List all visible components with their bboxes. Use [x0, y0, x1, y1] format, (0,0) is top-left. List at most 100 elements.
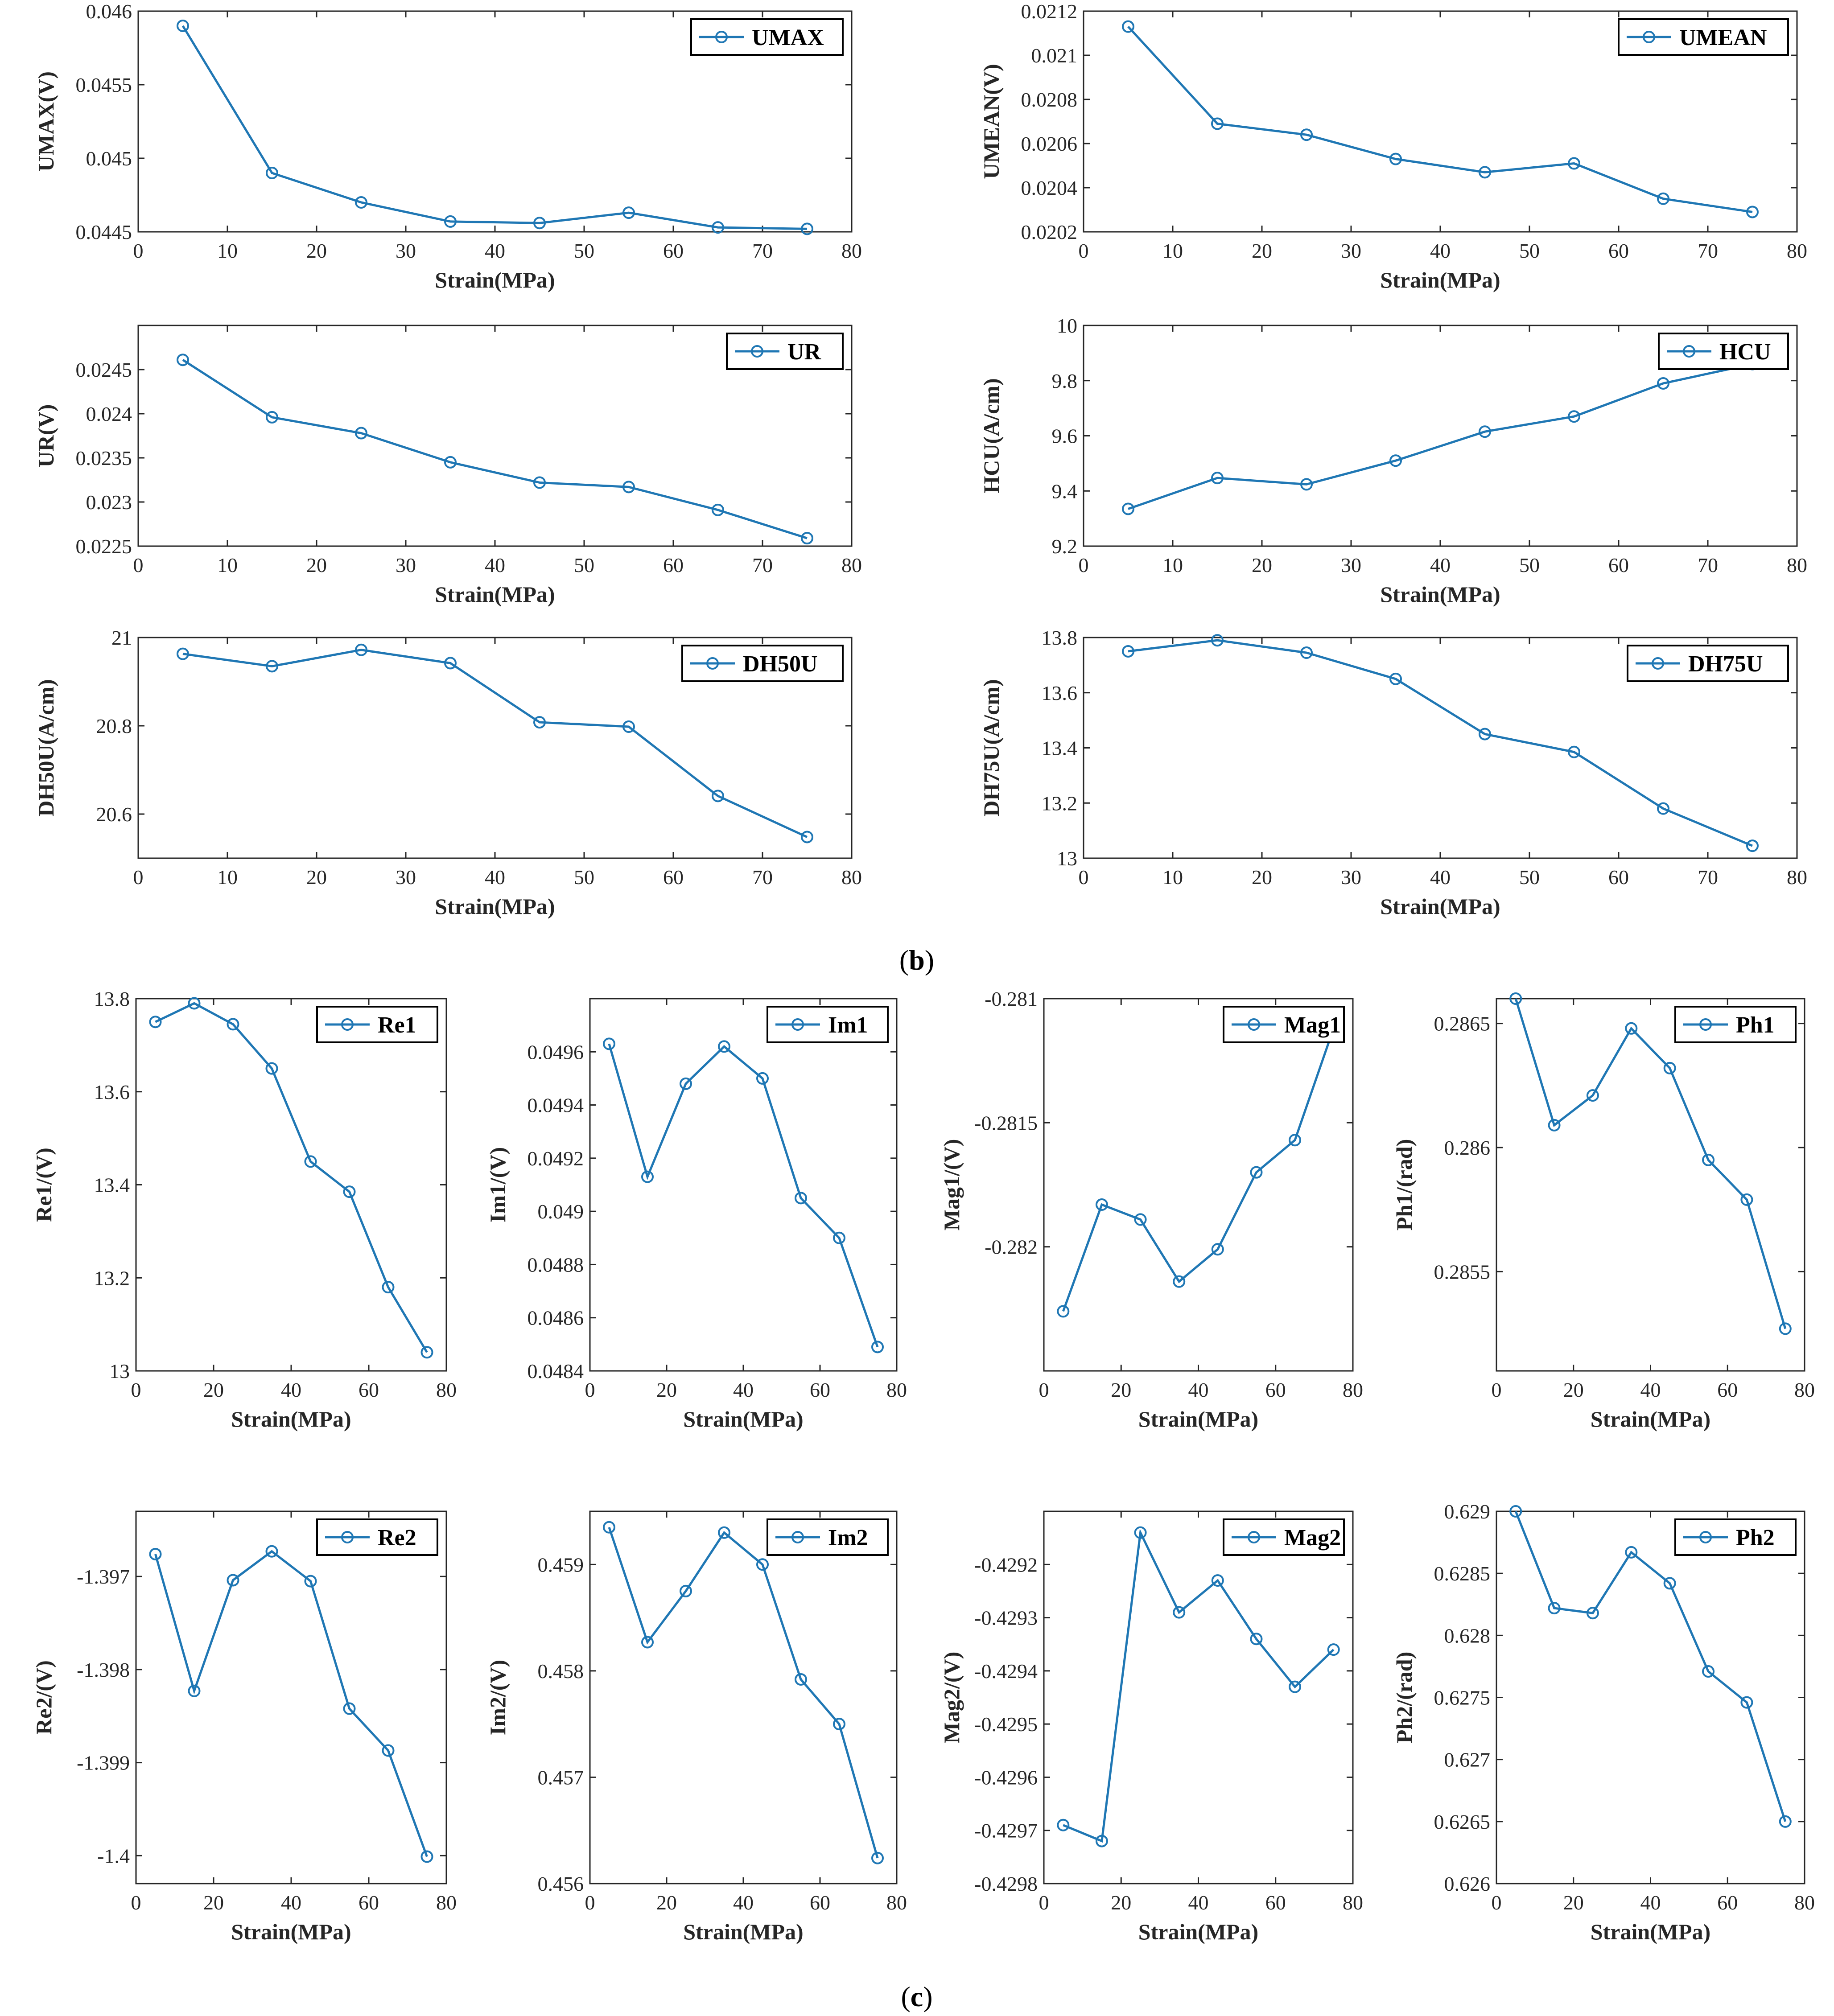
y-tick-label: 0.2865 — [1434, 1012, 1491, 1035]
series-line — [608, 1526, 879, 1859]
y-tick-label: 0.629 — [1444, 1500, 1491, 1523]
data-point — [603, 1037, 615, 1050]
legend-marker-swatch — [791, 1018, 804, 1031]
data-point — [712, 503, 724, 516]
data-point — [1173, 1275, 1186, 1288]
y-tick-label: 21 — [111, 626, 132, 649]
plot-area-frame — [589, 998, 898, 1372]
data-point — [1746, 839, 1759, 852]
data-point — [420, 1850, 433, 1863]
data-point — [1509, 1505, 1522, 1518]
y-tick-label: -0.2815 — [974, 1111, 1038, 1134]
x-tick-label: 40 — [1640, 1891, 1661, 1914]
y-tick-label: 0.0225 — [76, 535, 132, 558]
data-point — [382, 1744, 395, 1757]
legend-label: Ph1 — [1736, 1012, 1775, 1038]
y-tick-label: 0.0245 — [76, 358, 132, 381]
chart-DH75U: 0 10 20 30 40 50 60 70 80 13 13.2 13.4 13.6 13.8 Strai… — [979, 626, 1807, 919]
data-point — [1746, 206, 1759, 218]
data-point — [1300, 646, 1313, 659]
data-point — [1173, 1606, 1186, 1619]
data-point — [1057, 1819, 1070, 1831]
legend-label: UR — [787, 339, 822, 365]
x-tick-label: 20 — [1563, 1378, 1584, 1401]
data-point — [420, 1346, 433, 1359]
x-tick-label: 80 — [886, 1891, 907, 1914]
data-point — [1740, 1696, 1753, 1709]
data-point — [1095, 1198, 1108, 1211]
plot-area-frame — [1043, 998, 1354, 1372]
caption-c-letter: c — [911, 1981, 923, 2012]
legend-marker-swatch — [706, 657, 719, 670]
data-point — [1657, 192, 1669, 205]
x-axis-title: Strain(MPa) — [1380, 582, 1500, 607]
x-tick-label: 70 — [1698, 866, 1718, 889]
y-tick-label: 0.0212 — [1021, 0, 1078, 23]
chart-Mag1: 0 20 40 60 80 -0.282 -0.2815 -0.281 Strain(MPa) M… — [939, 987, 1363, 1432]
series-line — [155, 1002, 428, 1353]
y-axis-title: Im2/(V) — [485, 1660, 510, 1735]
data-point — [833, 1231, 845, 1244]
y-tick-label: 0.0488 — [528, 1253, 584, 1276]
y-axis-title: DH50U(A/cm) — [33, 679, 58, 816]
data-point — [1740, 1193, 1753, 1206]
series-line — [1514, 1511, 1787, 1822]
y-tick-label: 13.6 — [1042, 682, 1078, 704]
x-tick-label: 60 — [663, 866, 684, 889]
y-tick-label: 0.626 — [1444, 1872, 1491, 1895]
legend-marker-swatch — [1652, 657, 1664, 670]
y-tick-label: -1.399 — [77, 1752, 130, 1774]
x-tick-label: 40 — [1430, 554, 1451, 576]
x-tick-label: 30 — [1341, 239, 1361, 262]
data-point — [1779, 1322, 1792, 1335]
legend-marker-swatch — [751, 345, 763, 358]
y-tick-label: 20.6 — [96, 803, 132, 826]
y-tick-label: 9.2 — [1052, 535, 1078, 558]
chart-Re1: 0 20 40 60 80 13 13.2 13.4 13.6 13.8 Strain(MPa) Re… — [31, 987, 457, 1432]
data-point — [266, 167, 278, 179]
data-point — [444, 657, 457, 670]
data-point — [265, 1062, 278, 1075]
data-point — [1548, 1119, 1561, 1131]
data-point — [1663, 1577, 1676, 1590]
data-point — [1211, 1574, 1224, 1587]
y-tick-label: 9.8 — [1052, 370, 1078, 392]
x-tick-label: 40 — [733, 1891, 754, 1914]
x-tick-label: 70 — [1698, 554, 1718, 576]
x-tick-label: 20 — [1252, 866, 1272, 889]
data-point — [795, 1192, 807, 1205]
data-point — [355, 427, 367, 440]
data-point — [1289, 1134, 1302, 1147]
x-axis-title: Strain(MPa) — [435, 267, 555, 292]
y-tick-label: 13 — [1057, 847, 1077, 870]
x-tick-label: 30 — [396, 239, 416, 262]
y-tick-label: 0.0492 — [528, 1147, 584, 1170]
x-tick-label: 50 — [1519, 866, 1540, 889]
data-point — [1657, 377, 1669, 390]
x-tick-label: 0 — [1492, 1891, 1502, 1914]
data-point — [622, 720, 635, 733]
x-tick-label: 50 — [574, 866, 594, 889]
x-tick-label: 60 — [1717, 1378, 1738, 1401]
data-point — [227, 1018, 239, 1031]
data-point — [1625, 1022, 1638, 1035]
series-line — [154, 1550, 428, 1857]
y-tick-label: -1.397 — [77, 1565, 130, 1588]
data-point — [355, 643, 367, 656]
data-point — [343, 1702, 356, 1715]
y-tick-label: 0.0455 — [76, 74, 132, 96]
y-tick-label: 13.2 — [1042, 792, 1078, 815]
data-point — [1134, 1213, 1147, 1226]
plot-area-frame — [1496, 998, 1805, 1372]
x-tick-label: 80 — [841, 554, 862, 576]
x-tick-label: 60 — [359, 1378, 379, 1401]
x-tick-label: 40 — [1640, 1378, 1661, 1401]
x-tick-label: 50 — [1519, 554, 1540, 576]
y-axis-title: Mag2/(V) — [939, 1652, 964, 1744]
data-point — [1211, 472, 1224, 485]
data-point — [1663, 1061, 1676, 1074]
data-point — [533, 476, 546, 489]
y-tick-label: 0.627 — [1444, 1749, 1491, 1771]
y-axis-title: Im1/(V) — [485, 1147, 510, 1222]
legend-marker-swatch — [341, 1531, 354, 1543]
